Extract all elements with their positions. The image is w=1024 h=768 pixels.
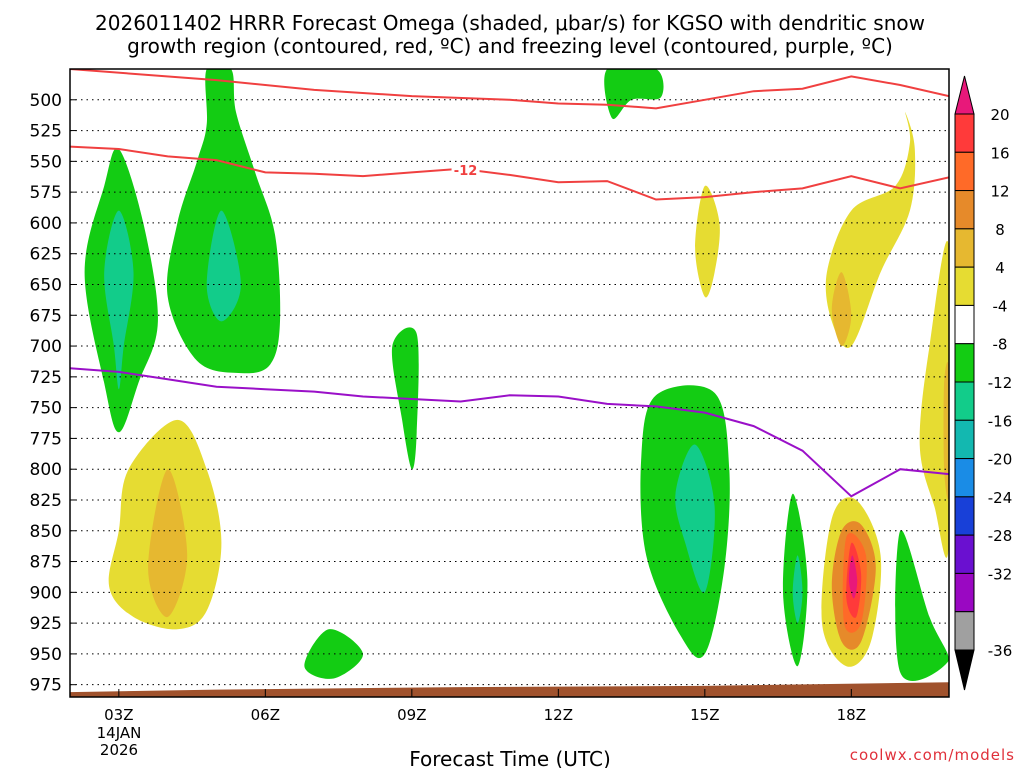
chart-title-line-2: growth region (contoured, red, ºC) and f…	[127, 34, 893, 58]
plot-frame	[69, 68, 950, 698]
omega-region-upward-2	[104, 210, 134, 390]
y-tick-label-550: 550	[30, 152, 62, 172]
contour-label-bg	[451, 161, 480, 177]
omega-region-downward-6	[148, 469, 188, 618]
omega-region-downward-23	[919, 240, 949, 558]
y-tick-label-750: 750	[30, 399, 62, 419]
omega-region-downward-16	[825, 112, 916, 348]
colorbar-segment-3	[954, 190, 975, 230]
y-tick-label-875: 875	[30, 553, 62, 573]
colorbar-segment-7	[954, 343, 975, 383]
colorbar: 20 16 12 8 4 -4 -8 -12 -16 -20 -24 -28 -32 -36	[954, 75, 1013, 691]
x-axis-title: Forecast Time (UTC)	[409, 747, 611, 768]
colorbar-segment-13	[954, 572, 975, 613]
x-tick-label-18Z: 18Z	[837, 706, 866, 724]
dgz-upper-contour	[70, 69, 949, 110]
y-axis: 500 525 550 575 600 625 650 675 700 725 750 775 800 8…	[30, 91, 76, 696]
colorbar-segment-9	[954, 419, 975, 460]
colorbar-segment-2	[954, 151, 975, 192]
y-tick-label-950: 950	[30, 645, 62, 665]
colorbar-segment-6	[954, 304, 975, 345]
y-tick-label-725: 725	[30, 368, 62, 388]
y-tick-label-900: 900	[30, 583, 62, 603]
x-tick-label-03Z: 03Z	[104, 706, 133, 724]
colorbar-label-11: -24	[988, 489, 1013, 507]
colorbar-label-2: 16	[990, 144, 1009, 162]
y-tick-label-650: 650	[30, 275, 62, 295]
contour-layer: -12	[70, 69, 949, 498]
y-tick-label-775: 775	[30, 429, 62, 449]
x-tick-label-15Z: 15Z	[690, 706, 719, 724]
freezing-level-contour	[70, 367, 949, 498]
terrain-surface	[70, 682, 949, 697]
colorbar-label-14: -36	[988, 642, 1013, 660]
y-tick-label-850: 850	[30, 522, 62, 542]
y-tick-label-925: 925	[30, 614, 62, 634]
colorbar-label-5: 4	[995, 259, 1005, 277]
terrain-layer	[70, 682, 949, 697]
omega-region-upward-14	[895, 529, 949, 681]
colorbar-label-9: -16	[988, 412, 1013, 430]
credit-label: coolwx.com/models	[850, 746, 1015, 764]
colorbar-label-1: 20	[990, 106, 1009, 124]
chart-title-line-1: 2026011402 HRRR Forecast Omega (shaded, …	[95, 11, 925, 35]
shaded-regions-layer	[84, 69, 949, 681]
colorbar-label-3: 12	[990, 183, 1009, 201]
y-tick-label-525: 525	[30, 122, 62, 142]
y-tick-label-700: 700	[30, 337, 62, 357]
omega-region-downward-17	[831, 272, 852, 347]
dgz-lower-contour	[70, 145, 949, 201]
omega-region-downward-15	[695, 185, 720, 298]
x-tick-label-06Z: 06Z	[251, 706, 280, 724]
colorbar-segment-5	[954, 266, 975, 306]
y-tick-label-500: 500	[30, 91, 62, 111]
colorbar-segment-12	[954, 534, 975, 574]
y-tick-label-575: 575	[30, 183, 62, 203]
colorbar-top-arrow	[954, 75, 975, 115]
omega-region-upward-8	[304, 629, 364, 679]
omega-region-upward-13	[792, 555, 803, 624]
colorbar-segment-14	[954, 611, 975, 651]
colorbar-label-10: -20	[988, 451, 1013, 469]
colorbar-label-12: -28	[988, 527, 1013, 545]
x-tick-label-09Z: 09Z	[397, 706, 426, 724]
date-label-month: 14JAN	[97, 724, 142, 742]
omega-region-upward-4	[206, 210, 241, 322]
colorbar-label-8: -12	[988, 374, 1013, 392]
dgz-contour-label: -12	[454, 164, 478, 179]
y-tick-label-625: 625	[30, 245, 62, 265]
colorbar-segment-8	[954, 381, 975, 421]
colorbar-label-6: -4	[993, 297, 1008, 315]
omega-region-upward-9	[604, 69, 664, 120]
colorbar-segment-11	[954, 496, 975, 536]
y-tick-label-600: 600	[30, 214, 62, 234]
colorbar-label-4: 8	[995, 221, 1005, 239]
y-tick-label-675: 675	[30, 306, 62, 326]
x-axis: 03Z 06Z 09Z 12Z 15Z 18Z	[104, 689, 866, 724]
colorbar-label-7: -8	[993, 336, 1008, 354]
y-tick-label-975: 975	[30, 676, 62, 696]
colorbar-segment-4	[954, 228, 975, 268]
grid-layer	[70, 99, 949, 686]
date-label-year: 2026	[100, 741, 138, 759]
omega-region-downward-24	[943, 362, 949, 500]
x-tick-label-12Z: 12Z	[544, 706, 573, 724]
colorbar-segment-10	[954, 458, 975, 498]
colorbar-label-13: -32	[988, 565, 1013, 583]
omega-region-upward-11	[675, 444, 715, 593]
colorbar-bottom-arrow	[954, 649, 975, 691]
omega-region-downward-22	[848, 555, 858, 599]
y-tick-label-800: 800	[30, 460, 62, 480]
colorbar-segment-1	[954, 113, 975, 153]
y-tick-label-825: 825	[30, 491, 62, 511]
